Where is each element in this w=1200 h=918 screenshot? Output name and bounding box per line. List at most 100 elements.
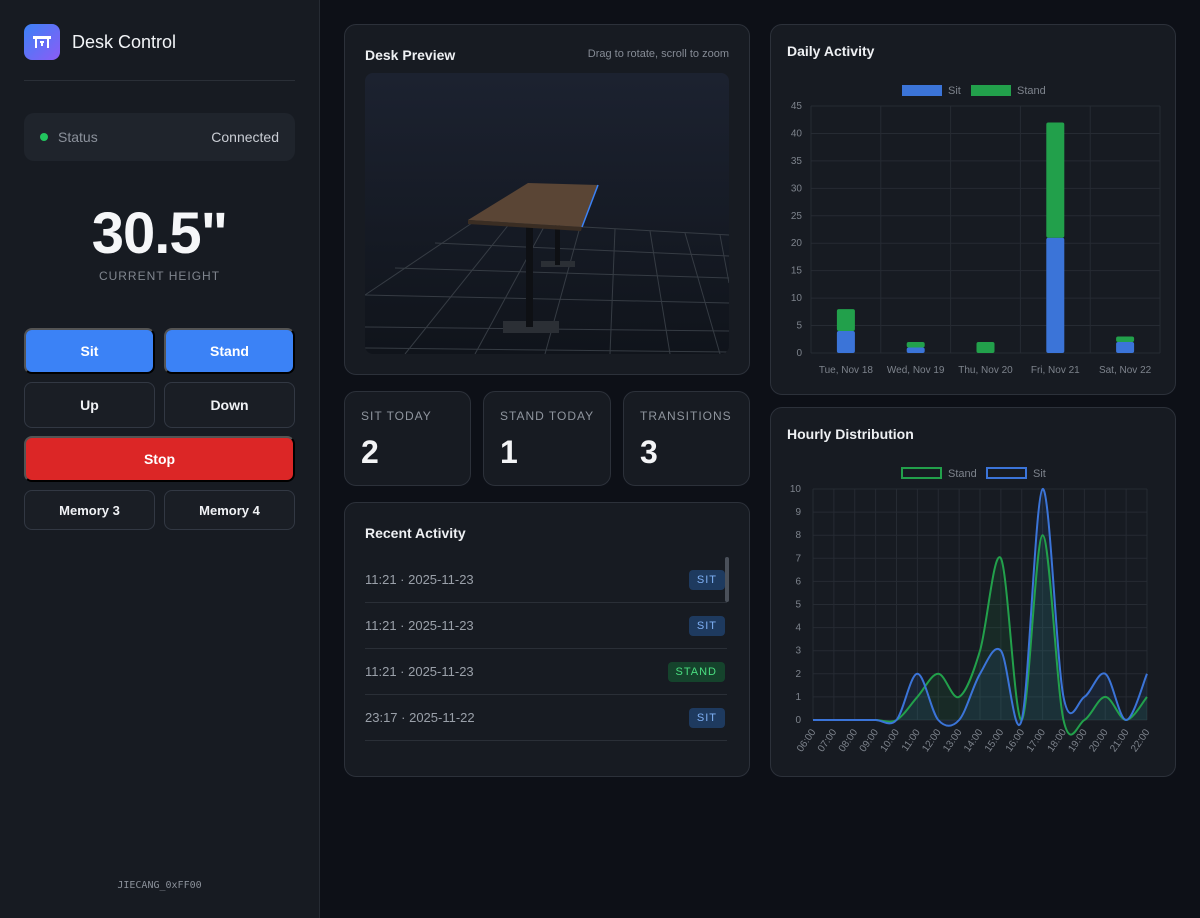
x-tick-label: 12:00 [920,727,944,754]
stand-button[interactable]: Stand [164,328,295,374]
memory-4-button[interactable]: Memory 4 [164,490,295,530]
y-tick-label: 8 [795,530,801,541]
bar-sit [906,347,925,353]
down-button[interactable]: Down [164,382,295,428]
x-tick-label: 14:00 [962,727,986,754]
x-tick-label: Tue, Nov 18 [819,365,874,376]
activity-type-badge: SIT [688,707,725,728]
y-tick-label: 45 [791,101,803,112]
x-tick-label: 18:00 [1046,727,1070,754]
activity-time: 11:21 · 2025-11-23 [365,572,474,587]
activity-type-badge: SIT [688,569,725,590]
desk-3d-viewport[interactable] [365,73,729,354]
daily-activity-title: Daily Activity [787,43,875,59]
line-sit [812,487,1148,727]
activity-scrollbar[interactable] [725,557,729,602]
memory-3-button[interactable]: Memory 3 [24,490,155,530]
status-label: Status [58,129,98,145]
area-sit [813,488,1147,726]
x-tick-label: 21:00 [1108,727,1132,754]
x-tick-label: 17:00 [1025,727,1049,754]
x-tick-label: Sat, Nov 22 [1099,365,1152,376]
area-stand [813,535,1147,735]
up-button[interactable]: Up [24,382,155,428]
y-tick-label: 3 [795,646,801,657]
y-tick-label: 7 [795,553,801,564]
stat-label: SIT TODAY [361,409,432,423]
x-tick-label: 08:00 [837,727,861,754]
activity-time: 11:21 · 2025-11-23 [365,618,474,633]
daily-activity-card: Daily Activity 0 5 10 15 20 25 30 35 40 45 Tue, No… [770,24,1176,395]
x-tick-label: 15:00 [983,727,1007,754]
legend-swatch [901,467,942,479]
legend-swatch [986,467,1027,479]
legend-label: Sit [1033,468,1046,480]
stat-value: 3 [640,434,658,470]
list-item: 23:17 · 2025-11-22 SIT [365,695,727,741]
status-card: Status Connected [24,113,295,161]
sit-today-card: SIT TODAY 2 [344,391,471,486]
y-tick-label: 10 [790,484,802,495]
x-tick-label: 06:00 [795,727,819,754]
y-tick-label: 10 [791,293,803,304]
desk-3d-render [365,183,729,354]
x-tick-label: 22:00 [1129,727,1153,754]
hourly-distribution-title: Hourly Distribution [787,426,914,442]
x-tick-label: 20:00 [1087,727,1111,754]
bar-stand [1046,122,1065,238]
legend-swatch [971,85,1011,96]
x-tick-label: 13:00 [941,727,965,754]
stop-button[interactable]: Stop [24,436,295,482]
y-tick-label: 2 [795,669,801,680]
stat-value: 1 [500,434,518,470]
stand-today-card: STAND TODAY 1 [483,391,611,486]
current-height-caption: CURRENT HEIGHT [98,269,221,283]
stat-label: STAND TODAY [500,409,595,423]
x-tick-label: 16:00 [1004,727,1028,754]
stat-label: TRANSITIONS [640,409,732,423]
desk-logo-icon [24,24,60,60]
legend-label: Stand [948,468,977,480]
y-tick-label: 5 [795,600,801,611]
activity-list[interactable]: 11:21 · 2025-11-23 SIT 11:21 · 2025-11-2… [365,557,727,757]
status-value: Connected [211,129,279,145]
y-tick-label: 25 [791,211,803,222]
bar-sit [1046,237,1065,353]
y-tick-label: 9 [795,507,801,518]
bar-stand [836,309,855,332]
stat-value: 2 [361,434,379,470]
x-tick-label: 11:00 [900,727,923,754]
hourly-distribution-chart: 0 1 2 3 4 5 6 7 8 9 10 06:0007:0008:0009:0010:0011:… [790,467,1153,754]
hourly-distribution-card: Hourly Distribution 0 1 2 3 4 5 6 7 8 9 10 06:00 07:… [770,407,1176,777]
transitions-card: TRANSITIONS 3 [623,391,750,486]
bar-stand [906,342,925,348]
bar-stand [1116,336,1135,343]
activity-type-badge: STAND [667,661,725,682]
recent-activity-card: Recent Activity 11:21 · 2025-11-23 SIT 1… [344,502,750,777]
x-tick-label: Wed, Nov 19 [887,365,945,376]
status-indicator-icon [40,133,48,141]
sit-button[interactable]: Sit [24,328,155,374]
bar-sit [836,331,855,353]
list-item-partial [365,741,727,757]
y-tick-label: 0 [796,348,802,359]
bar-sit [1116,342,1135,353]
x-tick-label: 07:00 [816,727,840,754]
y-tick-label: 30 [791,183,803,194]
legend-label: Sit [948,85,961,97]
legend-label: Stand [1017,85,1046,97]
y-tick-label: 0 [795,715,801,726]
desk-preview-hint: Drag to rotate, scroll to zoom [587,48,729,60]
list-item: 11:21 · 2025-11-23 SIT [365,557,727,603]
recent-activity-title: Recent Activity [365,525,466,541]
app-title: Desk Control [72,32,177,52]
current-height-value: 30.5" [91,201,228,266]
y-tick-label: 20 [791,238,803,249]
y-tick-label: 5 [796,321,802,332]
activity-type-badge: SIT [688,615,725,636]
y-tick-label: 15 [791,266,803,277]
desk-preview-title: Desk Preview [365,47,456,63]
device-id: JIECANG_0xFF00 [117,880,202,891]
legend-swatch [902,85,942,96]
list-item: 11:21 · 2025-11-23 STAND [365,649,727,695]
